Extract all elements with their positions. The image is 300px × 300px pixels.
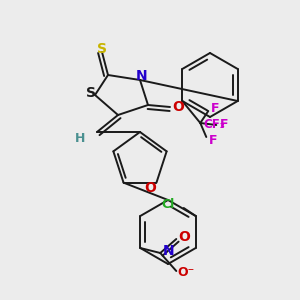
Text: S: S (97, 42, 107, 56)
Text: N: N (136, 69, 148, 83)
Text: O: O (145, 181, 156, 195)
Text: Cl: Cl (161, 199, 174, 212)
Text: H: H (75, 131, 85, 145)
Text: N: N (163, 244, 174, 258)
Text: CF₃: CF₃ (203, 118, 225, 131)
Text: S: S (86, 86, 96, 100)
Text: F: F (209, 134, 218, 146)
Text: O⁻: O⁻ (178, 266, 195, 280)
Text: O: O (172, 100, 184, 114)
Text: F: F (211, 103, 220, 116)
Text: F: F (220, 118, 229, 131)
Text: O: O (178, 230, 190, 244)
